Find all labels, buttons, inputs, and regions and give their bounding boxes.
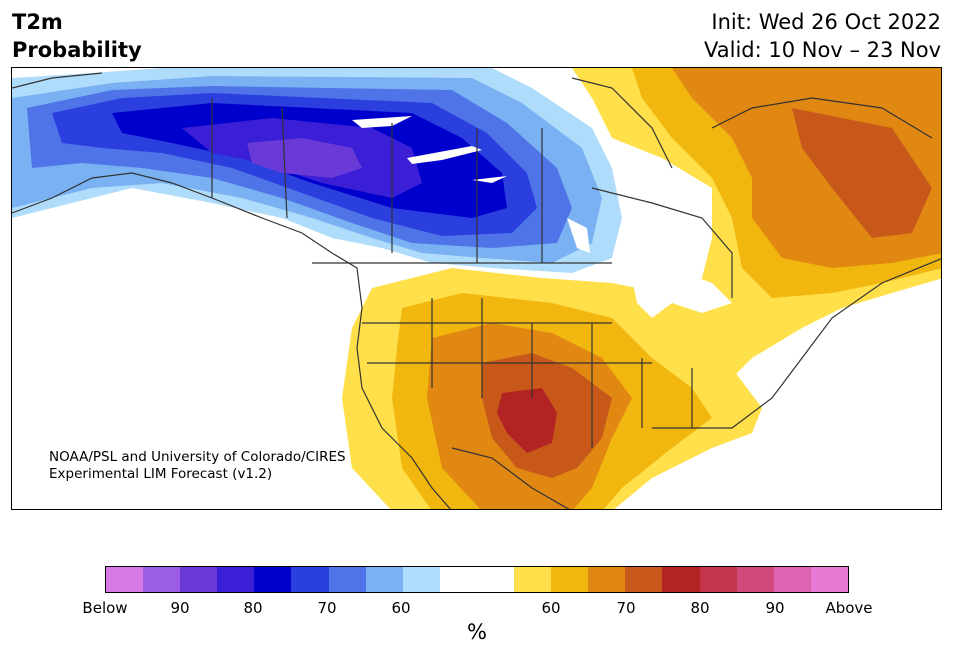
title-line-1: T2m	[12, 10, 63, 34]
date-info: Init: Wed 26 Oct 2022 Valid: 10 Nov – 23…	[704, 8, 941, 64]
colorbar	[105, 566, 849, 593]
colorbar-tick: 90	[170, 599, 190, 617]
colorbar-unit-label: %	[467, 620, 487, 644]
lake-shape	[472, 176, 507, 183]
lake-shape	[407, 146, 482, 164]
colorbar-cell	[180, 567, 218, 592]
colorbar-tick: 90	[765, 599, 785, 617]
colorbar-cell	[439, 567, 477, 592]
great-lakes-shape	[632, 268, 732, 318]
map-title: T2m Probability	[12, 8, 142, 64]
lake-shape	[567, 218, 590, 253]
title-line-2: Probability	[12, 38, 142, 62]
colorbar-tick: 80	[243, 599, 263, 617]
colorbar-tick: 80	[690, 599, 710, 617]
above-70-ne-region	[792, 108, 932, 238]
init-date: Init: Wed 26 Oct 2022	[711, 10, 941, 34]
credit-line-2: Experimental LIM Forecast (v1.2)	[49, 466, 273, 482]
colorbar-cell	[217, 567, 255, 592]
colorbar-cell	[402, 567, 440, 592]
colorbar-tick: 70	[616, 599, 636, 617]
colorbar-cell	[291, 567, 329, 592]
colorbar-cell	[254, 567, 292, 592]
colorbar-cell	[106, 567, 144, 592]
below-90-region	[247, 138, 362, 178]
colorbar-cell	[699, 567, 737, 592]
colorbar-cell	[514, 567, 552, 592]
probability-map	[11, 67, 942, 510]
colorbar-tick: Above	[825, 599, 873, 617]
valid-date: Valid: 10 Nov – 23 Nov	[704, 38, 941, 62]
colorbar-cell	[476, 567, 515, 592]
coastline-borders	[12, 72, 941, 509]
colorbar-cell	[773, 567, 811, 592]
colorbar-cell	[662, 567, 700, 592]
colorbar-cell	[551, 567, 589, 592]
colorbar-tick: 70	[317, 599, 337, 617]
credit-line-1: NOAA/PSL and University of Colorado/CIRE…	[49, 449, 346, 465]
colorbar-cell	[365, 567, 403, 592]
colorbar-tick: Below	[82, 599, 128, 617]
lake-shape	[352, 116, 412, 128]
colorbar-cell	[328, 567, 366, 592]
colorbar-cell	[810, 567, 848, 592]
colorbar-cell	[736, 567, 774, 592]
colorbar-cell	[143, 567, 181, 592]
colorbar-cell	[588, 567, 626, 592]
above-75-us-region	[497, 388, 557, 453]
map-svg	[12, 68, 941, 509]
colorbar-tick: 60	[541, 599, 561, 617]
credit-text: NOAA/PSL and University of Colorado/CIRE…	[49, 449, 346, 483]
colorbar-cell	[625, 567, 663, 592]
colorbar-tick: 60	[391, 599, 411, 617]
